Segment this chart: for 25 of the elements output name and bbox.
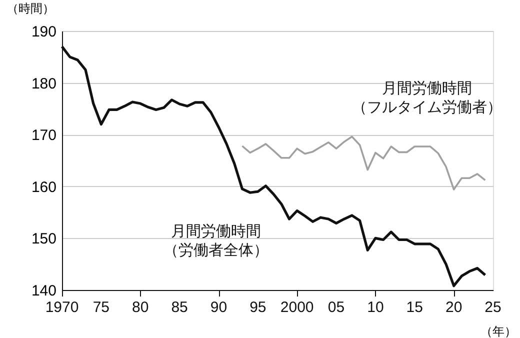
- x-tick-label: 85: [171, 299, 188, 316]
- y-tick-label: 140: [31, 282, 56, 300]
- x-tick-label: 1970: [45, 299, 79, 316]
- annotation: 月間労働時間: [382, 80, 472, 97]
- annotation: （フルタイム労働者）: [352, 99, 502, 116]
- y-tick-label: 150: [31, 230, 56, 248]
- x-tick-label: 75: [92, 299, 110, 316]
- x-tick-label: 05: [328, 299, 345, 316]
- annotation: （労働者全体）: [164, 242, 268, 259]
- y-tick-label: 190: [31, 24, 56, 40]
- y-tick-label: 180: [31, 75, 56, 92]
- x-tick-label: 95: [250, 299, 266, 316]
- annotation: 月間労働時間: [171, 223, 261, 240]
- x-tick-label: 20: [445, 299, 462, 316]
- x-tick-label: 15: [406, 299, 423, 316]
- x-tick-label: 10: [367, 299, 384, 316]
- x-axis-title: （年）: [480, 324, 516, 338]
- line-series: [241, 136, 486, 190]
- y-axis-title: （時間）: [6, 2, 54, 16]
- x-tick-label: 80: [132, 299, 149, 316]
- y-tick-label: 170: [31, 127, 56, 144]
- x-tick-label: 90: [210, 299, 228, 316]
- y-tick-label: 160: [31, 178, 56, 196]
- x-tick-label: 2000: [280, 299, 314, 316]
- x-tick-label: 25: [484, 299, 502, 316]
